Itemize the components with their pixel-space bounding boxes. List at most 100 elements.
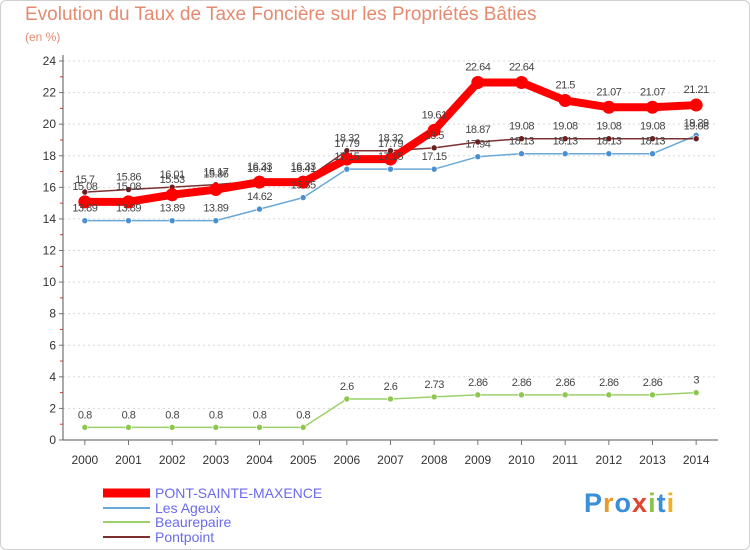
data-point	[253, 175, 266, 189]
data-point	[296, 175, 310, 189]
data-label: 17.94	[465, 139, 490, 151]
data-point	[430, 144, 438, 152]
data-point	[387, 395, 394, 403]
data-point	[474, 153, 482, 160]
data-label: 18.13	[509, 136, 534, 148]
data-point	[430, 165, 438, 173]
data-point	[518, 391, 525, 399]
data-label: 21.21	[684, 84, 709, 96]
data-label: 17.15	[378, 151, 403, 163]
data-point	[125, 217, 132, 224]
data-label: 19.08	[553, 121, 578, 133]
logo-letter: t	[656, 488, 667, 518]
data-label: 21.07	[596, 86, 621, 98]
data-point	[212, 217, 220, 224]
data-point	[605, 391, 613, 399]
logo-letter: o	[614, 488, 633, 518]
data-label: 19.08	[509, 121, 534, 133]
chart-title: Evolution du Taux de Taxe Foncière sur l…	[25, 4, 537, 25]
x-tick-label: 2001	[115, 453, 142, 467]
data-point	[649, 150, 656, 157]
data-point	[605, 150, 613, 157]
y-tick-label: 2	[49, 401, 56, 415]
data-label: 18.87	[465, 124, 490, 136]
data-point	[605, 135, 613, 142]
data-point	[122, 195, 135, 209]
data-point	[561, 391, 569, 399]
data-point	[212, 424, 220, 431]
data-label: 21.5	[555, 79, 575, 91]
logo-letter: r	[603, 488, 615, 518]
data-label: 0.8	[296, 409, 310, 421]
data-point	[692, 135, 700, 142]
data-label: 0.8	[122, 409, 136, 421]
y-tick-label: 12	[43, 244, 57, 258]
data-point	[165, 188, 179, 202]
data-point	[299, 194, 307, 201]
x-tick-label: 2007	[377, 453, 404, 467]
data-point	[256, 424, 263, 431]
data-point	[649, 391, 656, 399]
data-point	[474, 391, 482, 399]
data-point	[689, 98, 703, 112]
legend-label: Les Ageux	[155, 500, 220, 516]
x-tick-label: 2009	[464, 453, 491, 467]
data-point	[209, 183, 223, 197]
data-label: 15.7	[75, 174, 95, 186]
y-tick-label: 8	[49, 307, 56, 321]
x-tick-label: 2000	[71, 453, 98, 467]
data-point	[81, 188, 89, 196]
data-point	[340, 152, 354, 166]
x-tick-label: 2011	[552, 453, 578, 467]
data-label: 13.89	[72, 203, 97, 215]
data-point	[471, 75, 485, 89]
data-point	[602, 100, 616, 114]
x-tick-label: 2004	[246, 453, 273, 467]
data-point	[78, 195, 92, 209]
data-label: 15.08	[72, 181, 97, 193]
data-point	[343, 165, 351, 173]
data-label: 15.35	[291, 180, 316, 192]
x-tick-label: 2002	[159, 453, 186, 467]
data-label: 15.86	[203, 169, 228, 181]
data-label: 2.86	[512, 377, 532, 389]
data-point	[256, 205, 263, 213]
data-label: 13.89	[203, 203, 228, 215]
data-point	[427, 123, 441, 137]
data-label: 17.79	[378, 138, 403, 150]
data-label: 2.86	[468, 377, 488, 389]
x-tick-label: 2006	[333, 453, 360, 467]
logo-letter: x	[632, 488, 649, 518]
data-label: 2.86	[599, 377, 619, 389]
data-point	[474, 138, 482, 146]
logo-letter: i	[666, 488, 676, 518]
data-label: 22.64	[509, 61, 534, 73]
data-point	[561, 135, 569, 142]
data-label: 2.86	[643, 377, 663, 389]
data-label: 17.15	[334, 151, 359, 163]
data-point	[515, 75, 528, 89]
data-point	[81, 217, 89, 224]
y-tick-label: 10	[43, 275, 57, 289]
data-label: 0.8	[253, 409, 267, 421]
data-label: 19.29	[684, 117, 709, 129]
data-label: 16.17	[203, 167, 228, 179]
legend-label: PONT-SAINTE-MAXENCE	[155, 485, 322, 501]
data-label: 19.08	[684, 121, 709, 133]
data-label: 0.8	[165, 409, 179, 421]
data-point	[384, 152, 397, 166]
data-label: 18.13	[596, 136, 621, 148]
data-label: 16.33	[291, 161, 316, 173]
data-point	[168, 424, 176, 431]
data-label: 17.15	[422, 151, 447, 163]
data-label: 17.79	[334, 138, 359, 150]
data-label: 2.6	[340, 381, 354, 393]
data-label: 0.8	[78, 409, 92, 421]
data-label: 22.64	[465, 61, 490, 73]
y-tick-label: 4	[49, 370, 56, 384]
data-label: 13.89	[116, 203, 141, 215]
data-label: 18.13	[553, 136, 578, 148]
data-label: 15.08	[116, 181, 141, 193]
data-label: 15.53	[160, 174, 185, 186]
